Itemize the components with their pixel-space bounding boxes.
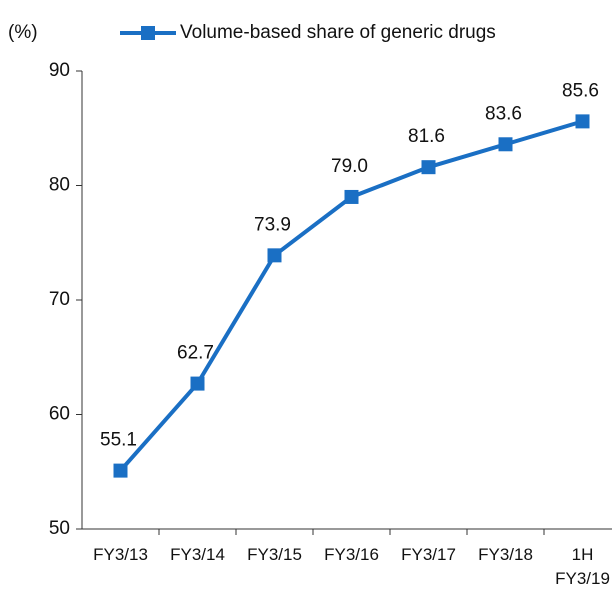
- x-tick-label: FY3/17: [401, 545, 456, 564]
- x-tick-label: FY3/18: [478, 545, 533, 564]
- y-tick-label: 50: [49, 518, 70, 539]
- y-tick-label: 90: [49, 60, 70, 81]
- legend-label: Volume-based share of generic drugs: [180, 22, 496, 43]
- marker: [575, 114, 590, 129]
- marker: [421, 160, 436, 175]
- y-tick-label: 60: [49, 404, 70, 425]
- y-tick-label: 70: [49, 289, 70, 310]
- data-label: 81.6: [408, 126, 445, 147]
- data-label: 83.6: [485, 103, 522, 124]
- legend-marker: [141, 26, 155, 40]
- data-label: 55.1: [100, 430, 137, 451]
- y-tick-label: 80: [49, 175, 70, 196]
- x-tick-label: FY3/15: [247, 545, 302, 564]
- marker: [190, 376, 205, 391]
- data-label: 79.0: [331, 156, 368, 177]
- marker: [498, 137, 513, 152]
- data-label: 85.6: [562, 80, 599, 101]
- marker: [113, 463, 128, 478]
- x-tick-label: FY3/14: [170, 545, 225, 564]
- x-tick-label: FY3/16: [324, 545, 379, 564]
- marker: [344, 189, 359, 204]
- x-tick-label: 1H FY3/19: [555, 545, 610, 588]
- y-axis-label: (%): [8, 22, 38, 43]
- data-label: 73.9: [254, 214, 291, 235]
- marker: [267, 248, 282, 263]
- x-tick-label: FY3/13: [93, 545, 148, 564]
- data-label: 62.7: [177, 343, 214, 364]
